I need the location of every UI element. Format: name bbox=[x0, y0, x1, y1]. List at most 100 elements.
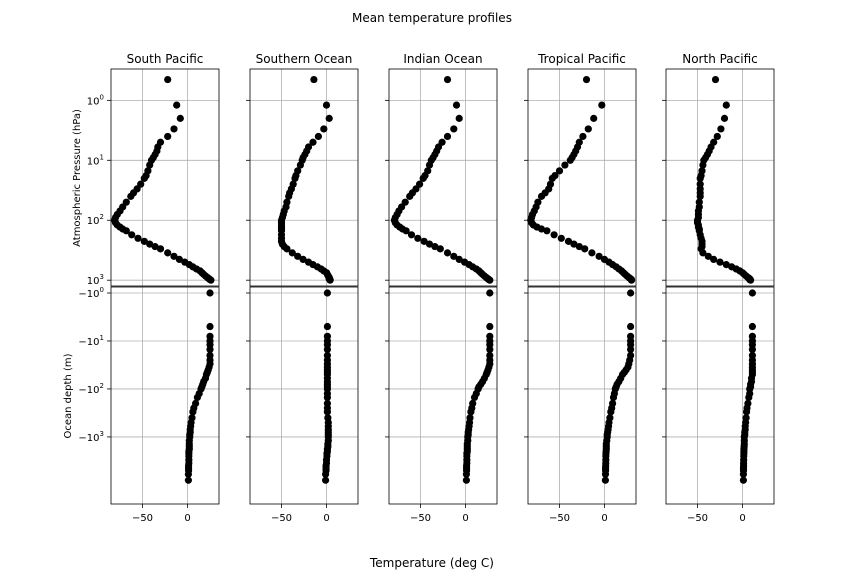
data-point bbox=[550, 231, 558, 239]
panel-grid: South Pacific 100 101 102 103 −50 0 −100 −101 −10… bbox=[78, 52, 775, 524]
data-point bbox=[323, 322, 331, 331]
data-point bbox=[206, 289, 214, 297]
data-point bbox=[170, 125, 178, 133]
data-point bbox=[322, 101, 331, 109]
x-tick-label: −50 bbox=[132, 513, 153, 524]
data-point bbox=[322, 476, 330, 484]
data-point bbox=[696, 174, 704, 182]
data-point bbox=[184, 476, 192, 484]
data-point bbox=[283, 245, 291, 253]
data-point bbox=[206, 345, 214, 354]
ocean-frame bbox=[249, 286, 359, 505]
x-tick-label: −50 bbox=[271, 513, 292, 524]
data-point bbox=[402, 227, 410, 235]
ocean-frame bbox=[388, 286, 498, 505]
ocean-plot: −50 0 bbox=[246, 286, 359, 524]
data-point bbox=[579, 132, 587, 141]
data-point bbox=[722, 101, 730, 109]
data-point bbox=[323, 408, 331, 416]
data-point bbox=[325, 114, 333, 122]
ocean-plot: −50 0 bbox=[524, 286, 637, 524]
ocean-frame bbox=[665, 286, 775, 505]
atmosphere-plot: 100 101 102 103 bbox=[87, 68, 220, 287]
data-point bbox=[291, 174, 299, 182]
data-point bbox=[189, 408, 197, 416]
data-point bbox=[720, 114, 729, 122]
y-tick-label: −100 bbox=[78, 286, 104, 300]
data-point bbox=[555, 167, 564, 175]
panel-title: South Pacific bbox=[127, 52, 204, 66]
data-point bbox=[486, 276, 494, 284]
data-point bbox=[486, 345, 494, 354]
y-tick-label: −103 bbox=[78, 430, 104, 444]
data-point bbox=[320, 125, 328, 133]
data-point bbox=[566, 156, 574, 164]
data-point bbox=[739, 470, 748, 478]
atmosphere-frame bbox=[249, 68, 359, 287]
data-point bbox=[193, 393, 201, 401]
data-point bbox=[581, 245, 589, 253]
data-point bbox=[146, 240, 154, 248]
data-point bbox=[288, 249, 296, 257]
data-point bbox=[207, 276, 215, 284]
data-point bbox=[436, 245, 444, 253]
data-point bbox=[607, 408, 615, 416]
y-tick-label: 101 bbox=[87, 153, 104, 167]
data-point bbox=[420, 237, 428, 245]
x-tick-label: −50 bbox=[410, 513, 431, 524]
data-point bbox=[627, 276, 636, 284]
data-point bbox=[294, 252, 302, 260]
data-point bbox=[747, 276, 755, 284]
data-point bbox=[323, 393, 331, 401]
data-point bbox=[450, 125, 458, 133]
data-point bbox=[696, 192, 704, 200]
data-point bbox=[164, 249, 172, 257]
data-point bbox=[425, 240, 434, 248]
panel-south-pacific: South Pacific 100 101 102 103 −50 0 −100 −101 −10… bbox=[78, 52, 220, 524]
data-point bbox=[713, 132, 721, 141]
data-point bbox=[134, 234, 142, 242]
data-point bbox=[322, 470, 330, 478]
data-point bbox=[450, 252, 458, 260]
ocean-frame bbox=[527, 286, 637, 505]
data-point bbox=[462, 476, 470, 484]
data-point bbox=[414, 234, 422, 242]
y-tick-label: 103 bbox=[87, 273, 104, 287]
data-point bbox=[537, 192, 546, 200]
data-point bbox=[561, 161, 569, 169]
data-point bbox=[323, 289, 331, 297]
data-point bbox=[582, 75, 591, 84]
atmosphere-frame bbox=[110, 68, 220, 287]
ocean-frame bbox=[110, 286, 220, 505]
data-point bbox=[309, 138, 317, 146]
data-point bbox=[710, 255, 718, 264]
data-point bbox=[486, 322, 494, 331]
data-point bbox=[627, 289, 635, 297]
data-point bbox=[164, 75, 172, 84]
x-axis-label: Temperature (deg C) bbox=[369, 556, 494, 570]
y-tick-label: −102 bbox=[78, 382, 104, 396]
data-point bbox=[173, 101, 181, 109]
atmosphere-frame bbox=[388, 68, 498, 287]
data-point bbox=[455, 114, 463, 122]
panel-tropical-pacific: Tropical Pacific −50 0 bbox=[524, 52, 637, 524]
atmosphere-plot bbox=[524, 68, 637, 287]
data-point bbox=[314, 132, 322, 141]
data-point bbox=[431, 242, 439, 251]
data-point bbox=[151, 242, 159, 251]
figure-suptitle: Mean temperature profiles bbox=[352, 11, 512, 25]
data-point bbox=[699, 249, 707, 257]
data-point bbox=[140, 237, 148, 245]
atmosphere-frame bbox=[665, 68, 775, 287]
data-point bbox=[323, 345, 331, 354]
data-point bbox=[175, 255, 183, 264]
x-tick-label: 0 bbox=[184, 513, 190, 524]
y-tick-label: −101 bbox=[78, 334, 104, 348]
data-point bbox=[722, 261, 730, 269]
data-point bbox=[717, 125, 725, 133]
data-point bbox=[748, 322, 757, 331]
data-point bbox=[748, 289, 757, 297]
data-point bbox=[326, 276, 334, 284]
x-tick-label: 0 bbox=[462, 513, 468, 524]
